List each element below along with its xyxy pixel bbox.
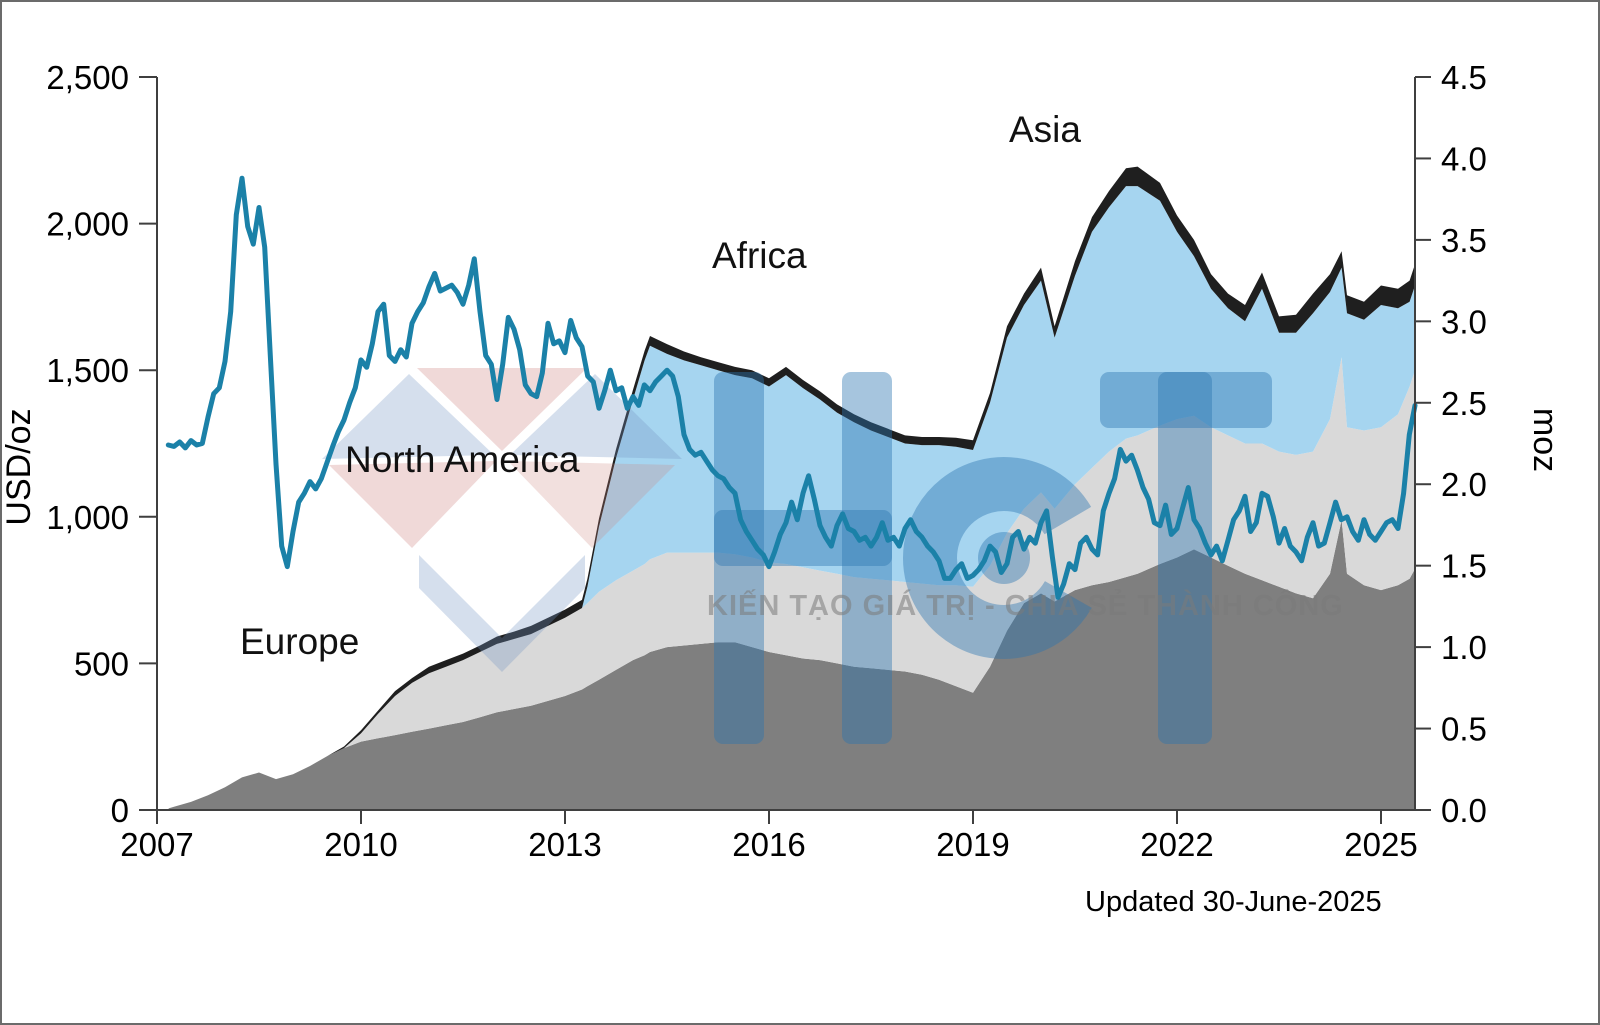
left-axis-tick-label: 500 xyxy=(74,645,129,682)
area-africa xyxy=(168,186,1416,809)
area-europe xyxy=(168,520,1416,810)
area-label-north-america: North America xyxy=(345,439,580,480)
updated-date-note: Updated 30-June-2025 xyxy=(1085,886,1382,918)
right-axis-tick-label: 4.0 xyxy=(1441,140,1487,177)
price-polyline xyxy=(165,175,1418,600)
area-asia xyxy=(168,166,1416,809)
left-axis-title: USD/oz xyxy=(2,408,38,525)
left-axis-tick-label: 1,500 xyxy=(46,352,129,389)
x-axis-tick-label: 2007 xyxy=(120,826,193,863)
x-axis-tick-label: 2013 xyxy=(528,826,601,863)
right-axis-tick-label: 1.5 xyxy=(1441,548,1487,585)
right-axis-tick-label: 3.0 xyxy=(1441,303,1487,340)
right-axis-tick-label: 0.0 xyxy=(1441,792,1487,829)
area-label-asia: Asia xyxy=(1009,109,1081,150)
x-axis-tick-label: 2019 xyxy=(936,826,1009,863)
right-axis-tick-label: 2.5 xyxy=(1441,385,1487,422)
axes: 2,500 2,000 1,500 1,000 500 0 4.5 4.0 3.5 3.0 2.5 2… xyxy=(46,59,1486,863)
left-axis-tick-label: 1,000 xyxy=(46,499,129,536)
area-north-america xyxy=(168,357,1416,809)
stacked-areas xyxy=(168,166,1416,810)
watermark-tagline: KIẾN TẠO GIÁ TRỊ - CHIA SẺ THÀNH CÔNG xyxy=(707,588,1344,622)
hct-letter-c xyxy=(903,457,1105,659)
left-axis-tick-label: 2,500 xyxy=(46,59,129,96)
area-label-africa: Africa xyxy=(712,235,807,276)
area-label-europe: Europe xyxy=(240,621,360,662)
left-axis-tick-label: 0 xyxy=(111,792,129,829)
x-axis-tick-label: 2025 xyxy=(1344,826,1417,863)
x-axis-tick-label: 2010 xyxy=(324,826,397,863)
x-axis-tick-label: 2022 xyxy=(1140,826,1213,863)
right-axis-tick-label: 2.0 xyxy=(1441,466,1487,503)
right-axis-tick-label: 0.5 xyxy=(1441,711,1487,748)
left-axis-tick-label: 2,000 xyxy=(46,206,129,243)
right-axis-tick-label: 3.5 xyxy=(1441,222,1487,259)
hct-logo-diamond-icon xyxy=(322,368,682,672)
right-axis-tick-label: 4.5 xyxy=(1441,59,1487,96)
right-axis-title: moz xyxy=(1526,408,1564,472)
price-line xyxy=(165,175,1418,600)
x-axis-tick-label: 2016 xyxy=(732,826,805,863)
right-axis-tick-label: 1.0 xyxy=(1441,629,1487,666)
